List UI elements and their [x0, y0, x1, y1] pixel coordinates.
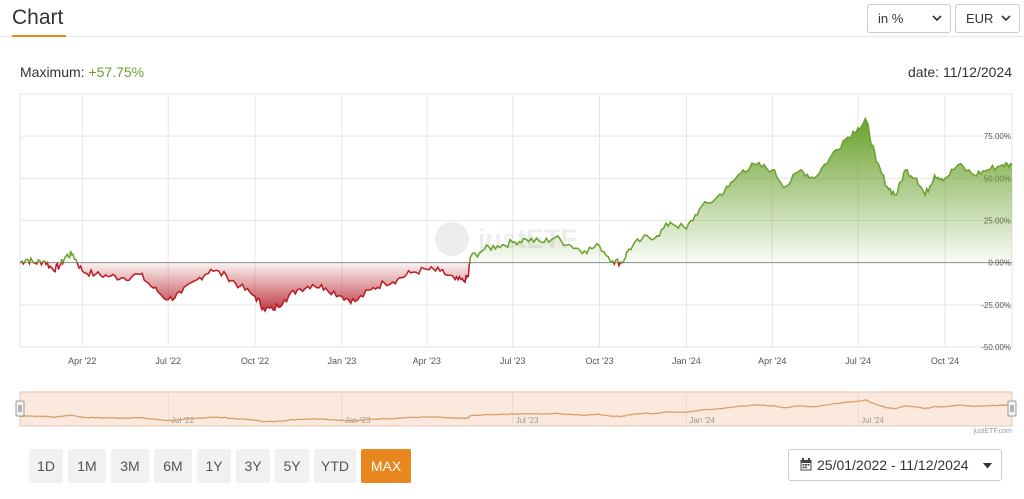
caret-down-icon [983, 463, 992, 469]
navigator-line [20, 399, 1013, 423]
period-button-3y[interactable]: 3Y [236, 449, 270, 483]
x-tick-label: Apr '24 [758, 356, 786, 366]
calendar-icon [800, 458, 812, 471]
currency-select-value: EUR [966, 11, 994, 26]
negative-area [20, 262, 1012, 312]
x-tick-label: Jul '23 [500, 356, 526, 366]
period-button-1y[interactable]: 1Y [197, 449, 231, 483]
period-button-6m[interactable]: 6M [154, 449, 192, 483]
navigator-selection [19, 391, 1013, 427]
chart-header: Chart in % EUR [0, 0, 1024, 40]
x-tick-label: Jan '24 [672, 356, 701, 366]
watermark-icon [435, 222, 469, 256]
y-tick-label: 75.00% [984, 132, 1011, 141]
series-line-positive [19, 116, 1013, 263]
x-tick-label: Jan '23 [327, 356, 356, 366]
x-tick-label: Oct '22 [241, 356, 269, 366]
x-tick-label: Jul '24 [845, 356, 871, 366]
chevron-down-icon [932, 15, 942, 22]
date-range-value: 25/01/2022 - 11/12/2024 [817, 457, 969, 473]
period-button-3m[interactable]: 3M [111, 449, 149, 483]
unit-select[interactable]: in % [867, 4, 951, 33]
x-tick-label: Oct '23 [585, 356, 613, 366]
period-button-1d[interactable]: 1D [29, 449, 63, 483]
unit-select-value: in % [878, 11, 904, 26]
navigator-handle-right[interactable] [1007, 400, 1017, 417]
performance-chart[interactable]: Apr '22 Jul '22 Oct '22 Jan '23 Apr '23 Jul '… [0, 88, 1024, 378]
maximum-label: Maximum: [20, 64, 85, 80]
period-button-1m[interactable]: 1M [68, 449, 106, 483]
period-button-ytd[interactable]: YTD [314, 449, 356, 483]
date-info: date: 11/12/2024 [907, 64, 1012, 80]
navigator-handle-left[interactable] [15, 400, 25, 417]
x-tick-label: Jul '22 [155, 356, 181, 366]
y-tick-label: 0.00% [988, 259, 1011, 268]
page-title: Chart [12, 6, 64, 29]
navigator-tick-label: Jul '23 [516, 416, 539, 425]
positive-area [20, 118, 1012, 263]
handle-grip [15, 400, 25, 417]
navigator-tick-label: Jan '24 [689, 416, 715, 425]
chart-navigator[interactable]: Jul '22 Jan '23 Jul '23 Jan '24 Jul '24 [0, 386, 1024, 428]
series-line-negative [19, 262, 624, 313]
date-range-picker[interactable]: 25/01/2022 - 11/12/2024 [788, 449, 1002, 481]
navigator-tick-label: Jul '22 [171, 416, 194, 425]
currency-select[interactable]: EUR [955, 4, 1020, 33]
y-tick-label: -50.00% [981, 343, 1011, 352]
period-button-max[interactable]: MAX [361, 449, 411, 483]
x-tick-label: Apr '23 [413, 356, 441, 366]
handle-grip [1007, 400, 1017, 417]
x-tick-label: Oct '24 [931, 356, 959, 366]
header-divider [0, 36, 1024, 37]
title-underline [12, 35, 66, 37]
chart-credit: justETF.com [973, 428, 1012, 435]
y-tick-label: -25.00% [981, 301, 1011, 310]
chevron-down-icon [1001, 15, 1011, 22]
maximum-info: Maximum: +57.75% [20, 64, 144, 80]
maximum-value: +57.75% [88, 64, 145, 80]
x-tick-label: Apr '22 [68, 356, 96, 366]
period-button-5y[interactable]: 5Y [275, 449, 309, 483]
navigator-tick-label: Jul '24 [861, 416, 884, 425]
